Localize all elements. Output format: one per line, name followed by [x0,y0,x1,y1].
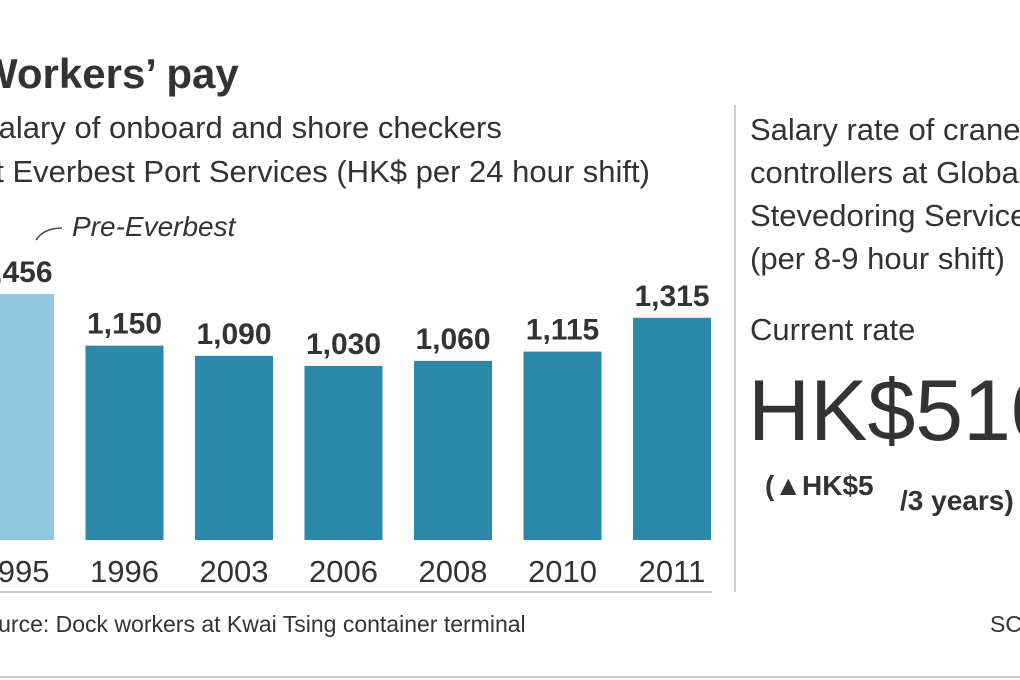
rate: HK$510 [748,363,1020,459]
side-text: controllers at Global [750,155,1020,190]
x-tick-label: 2011 [639,554,706,589]
x-tick-label: 2006 [309,554,378,589]
value-label: 1,030 [306,328,381,361]
rate-change: (▲HK$5 [765,470,874,501]
value-label: 1,456 [0,256,53,289]
bar [414,360,492,540]
bar [633,317,711,540]
x-tick-label: 2008 [419,554,488,589]
value-label: 1,060 [415,323,490,356]
rate-change-period: /3 years) [900,485,1014,516]
value-label: 1,315 [634,280,709,313]
subtitle: Salary of onboard and shore checkers [0,110,502,145]
x-tick-label: 2010 [528,554,597,589]
bar [304,365,383,540]
annotation: Pre-Everbest [72,211,237,242]
x-tick-label: 2003 [200,554,269,589]
value-label: 1,090 [196,318,271,351]
bar [0,293,54,540]
side-text: Stevedoring Services [750,198,1020,233]
x-tick-label: 1995 [0,554,49,589]
bar [523,351,602,540]
credit: SCMP [990,611,1020,637]
subtitle: at Everbest Port Services (HK$ per 24 ho… [0,154,650,189]
rate-label: Current rate [750,312,915,347]
side-text: Salary rate of crane [750,112,1020,147]
value-label: 1,115 [526,314,599,347]
bar [195,355,273,540]
side-text: (per 8-9 hour shift) [750,241,1005,276]
x-tick-label: 1996 [90,554,159,589]
source: Source: Dock workers at Kwai Tsing conta… [0,611,526,637]
annotation-leader [35,227,63,241]
chart-title: Workers’ pay [0,50,239,97]
value-label: 1,150 [87,308,162,341]
bar [85,345,164,540]
